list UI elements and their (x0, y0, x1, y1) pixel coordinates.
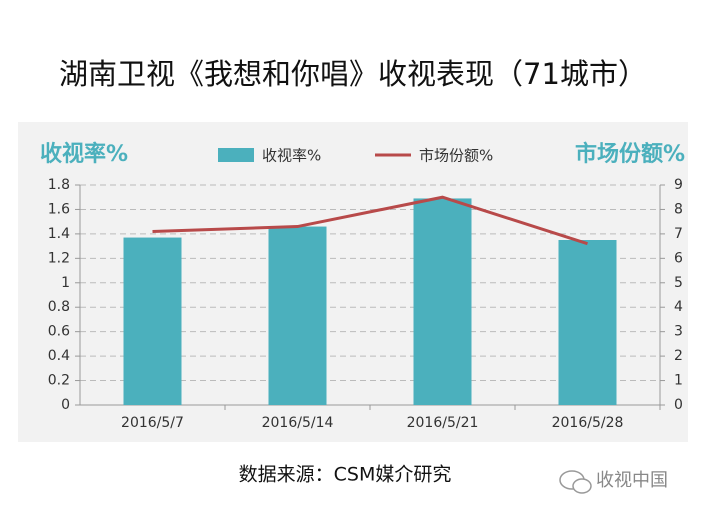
line (152, 195, 588, 246)
y-tick-label: 1.4 (48, 226, 70, 242)
y-tick-label: 0.8 (48, 299, 70, 315)
y2-axis-label: 市场份额% (575, 141, 685, 167)
y-tick-label: 0 (61, 397, 70, 413)
watermark: 收视中国 (596, 470, 668, 491)
y2-tick-label: 3 (674, 324, 683, 340)
legend-swatch (218, 148, 254, 162)
bar (123, 237, 182, 405)
y2-tick-label: 5 (674, 275, 683, 291)
legend-label: 市场份额% (419, 147, 493, 165)
y2-tick-label: 8 (674, 201, 683, 217)
bar (413, 198, 472, 405)
x-tick-label: 2016/5/21 (407, 415, 479, 431)
chart-title: 湖南卫视《我想和你唱》收视表现（71城市） (59, 57, 647, 91)
y-tick-label: 0.6 (48, 324, 70, 340)
y2-tick-label: 1 (674, 373, 683, 389)
y-tick-label: 0.4 (48, 348, 70, 364)
legend-label: 收视率% (262, 147, 321, 165)
y2-tick-label: 6 (674, 250, 683, 266)
x-tick-label: 2016/5/14 (262, 415, 334, 431)
y-tick-label: 0.2 (48, 373, 70, 389)
watermark-icon (559, 470, 592, 494)
y2-tick-label: 0 (674, 397, 683, 413)
y-tick-label: 1.2 (48, 250, 70, 266)
y-axis-label: 收视率% (40, 141, 128, 167)
y-tick-label: 1.8 (48, 177, 70, 193)
y-tick-label: 1 (61, 275, 70, 291)
y2-tick-label: 7 (674, 226, 683, 242)
bar (558, 240, 617, 405)
y2-tick-label: 4 (674, 299, 683, 315)
x-tick-label: 2016/5/7 (121, 415, 184, 431)
x-tick-label: 2016/5/28 (552, 415, 624, 431)
y-tick-label: 1.6 (48, 201, 70, 217)
y2-tick-label: 2 (674, 348, 683, 364)
y2-tick-label: 9 (674, 177, 683, 193)
bar (268, 226, 327, 405)
source-note: 数据来源：CSM媒介研究 (239, 464, 452, 486)
